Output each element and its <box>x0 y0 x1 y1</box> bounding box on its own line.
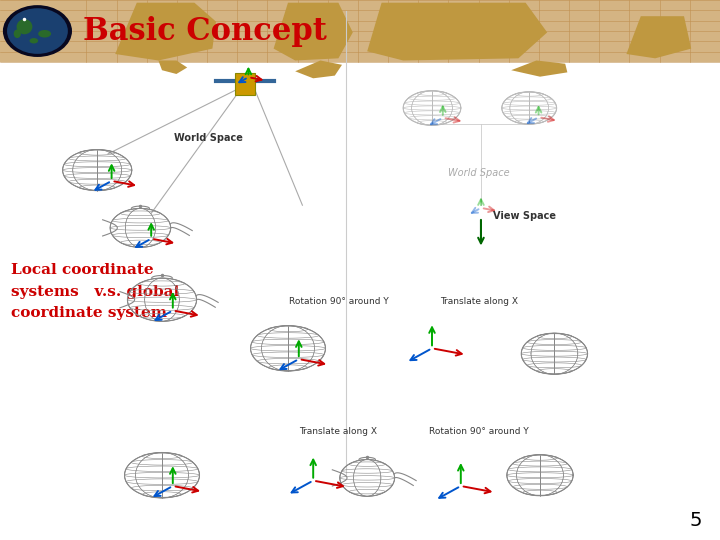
Ellipse shape <box>30 38 38 43</box>
Polygon shape <box>511 60 567 77</box>
Ellipse shape <box>38 30 51 37</box>
Polygon shape <box>274 3 353 60</box>
Text: World Space: World Space <box>448 168 510 178</box>
Polygon shape <box>115 3 216 60</box>
Polygon shape <box>158 60 187 74</box>
Text: Local coordinate
systems   v.s. global
coordinate system: Local coordinate systems v.s. global coo… <box>11 263 179 320</box>
Text: Rotation 90° around Y: Rotation 90° around Y <box>289 297 388 306</box>
Text: View Space: View Space <box>493 211 557 221</box>
Polygon shape <box>295 60 342 78</box>
Text: Translate along X: Translate along X <box>300 428 377 436</box>
Text: Rotation 90° around Y: Rotation 90° around Y <box>429 428 528 436</box>
Bar <box>0 0 720 62</box>
Ellipse shape <box>17 19 32 35</box>
Text: Basic Concept: Basic Concept <box>83 16 327 46</box>
Text: World Space: World Space <box>174 133 243 143</box>
Circle shape <box>3 5 72 57</box>
Text: 5: 5 <box>690 511 702 530</box>
Ellipse shape <box>14 29 21 38</box>
Polygon shape <box>626 16 691 58</box>
Circle shape <box>7 8 68 54</box>
FancyBboxPatch shape <box>235 73 255 94</box>
Text: Translate along X: Translate along X <box>440 297 518 306</box>
Polygon shape <box>367 3 547 60</box>
